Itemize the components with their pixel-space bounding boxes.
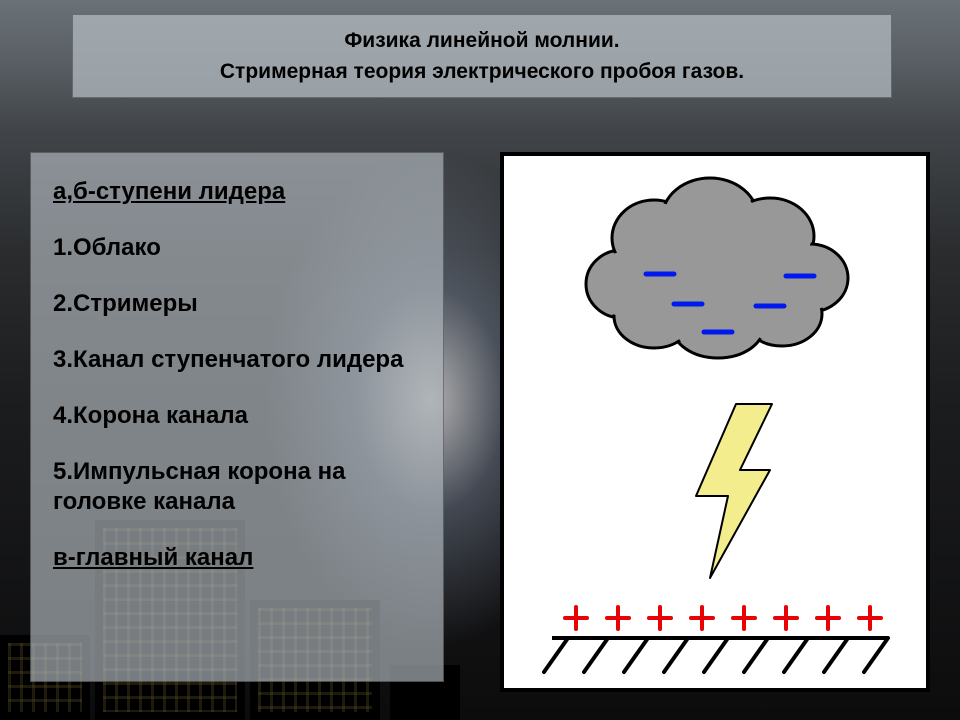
ground-hatch [784, 638, 808, 672]
legend-footer: в-главный канал [53, 543, 423, 573]
lightning-diagram [500, 152, 930, 692]
title-line-1: Физика линейной молнии. [344, 25, 619, 57]
ground-hatch [664, 638, 688, 672]
title-line-2: Стримерная теория электрического пробоя … [220, 56, 744, 88]
ground-hatch [824, 638, 848, 672]
lightning-bolt-icon [696, 404, 772, 578]
slide-background: Физика линейной молнии. Стримерная теори… [0, 0, 960, 720]
legend-item: 4.Корона канала [53, 401, 423, 431]
legend-panel: а,б-ступени лидера 1.Облако 2.Стримеры 3… [30, 152, 444, 682]
legend-item: 5.Импульсная корона на головке канала [53, 457, 423, 517]
ground-hatch [744, 638, 768, 672]
legend-item: 3.Канал ступенчатого лидера [53, 345, 423, 375]
ground-hatch [864, 638, 888, 672]
title-panel: Физика линейной молнии. Стримерная теори… [72, 14, 892, 98]
legend-item: 1.Облако [53, 233, 423, 263]
ground-hatch [584, 638, 608, 672]
legend-heading: а,б-ступени лидера [53, 177, 423, 207]
ground-hatch [704, 638, 728, 672]
ground-hatch [624, 638, 648, 672]
ground-hatch [544, 638, 568, 672]
diagram-svg [504, 156, 926, 688]
legend-item: 2.Стримеры [53, 289, 423, 319]
